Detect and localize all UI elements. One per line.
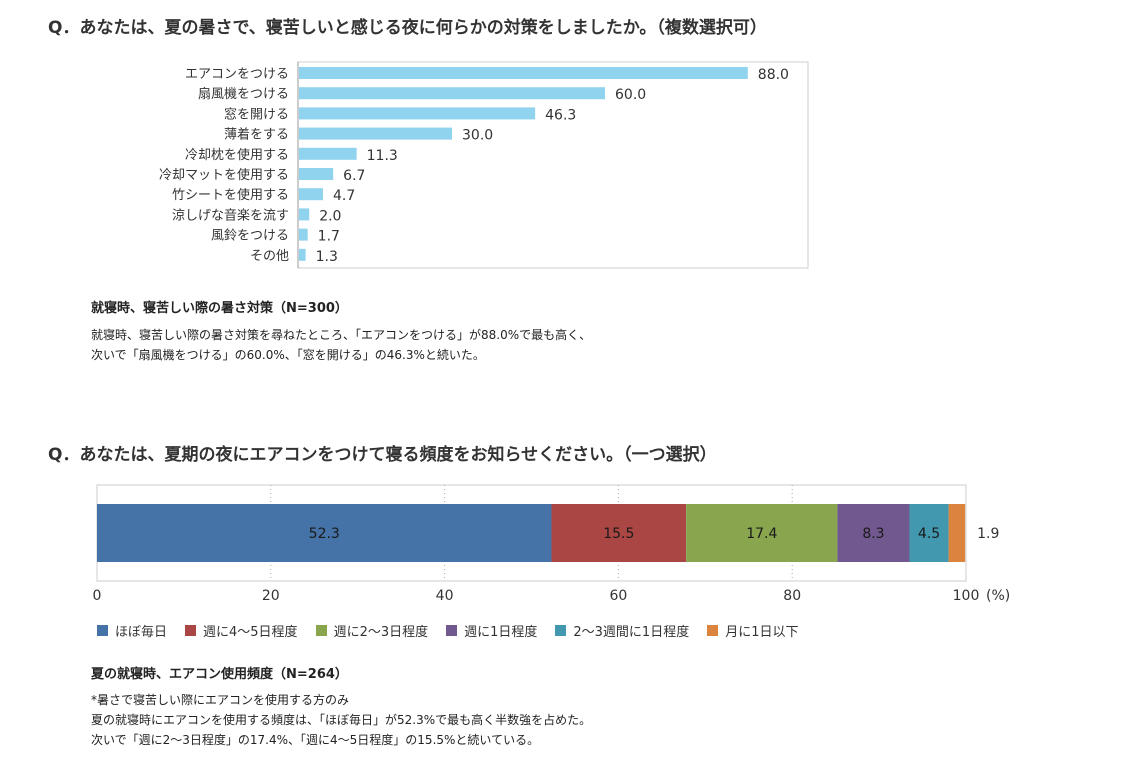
legend-item: 週に4～5日程度 (185, 621, 298, 640)
legend-label: 週に2～3日程度 (333, 625, 429, 640)
chart-1-value-label: 6.7 (343, 168, 365, 184)
legend-item: 週に1日程度 (446, 621, 537, 640)
chart-1-category-label: 竹シートを使用する (172, 187, 289, 203)
chart-1-value-label: 60.0 (615, 87, 646, 103)
chart-2-tick-label: 20 (262, 588, 280, 604)
chart-2-legend: ほぼ毎日 週に4～5日程度 週に2～3日程度 週に1日程度 2～3週間に1日程度 月に1日… (97, 621, 817, 640)
chart-2-segment-label: 4.5 (918, 526, 940, 542)
chart-2-segment (948, 504, 966, 562)
chart-2-segment (551, 504, 687, 562)
chart-2-tick-label: 40 (436, 588, 454, 604)
chart-2-description: *暑さで寝苦しい際にエアコンを使用する方のみ 夏の就寝時にエアコンを使用する頻度… (91, 690, 591, 750)
description-line: 就寝時、寝苦しい際の暑さ対策を尋ねたところ、「エアコンをつける」が88.0%で最… (91, 328, 592, 342)
chart-1-value-label: 2.0 (319, 208, 341, 224)
chart-1-value-label: 30.0 (462, 128, 493, 144)
chart-1-bar (299, 248, 306, 261)
legend-label: 週に1日程度 (464, 625, 538, 640)
description-note: *暑さで寝苦しい際にエアコンを使用する方のみ (91, 693, 350, 707)
chart-1-bar (299, 147, 357, 160)
chart-1-bar (299, 168, 334, 180)
legend-swatch (446, 625, 458, 636)
chart-2-segment (909, 504, 949, 562)
chart-1-bar (299, 87, 605, 100)
chart-2-segment-label: 17.4 (746, 526, 777, 542)
chart-2-segment-label: 52.3 (309, 526, 340, 542)
description-line: 次いで「扇風機をつける」の60.0%、「窓を開ける」の46.3%と続いた。 (91, 348, 485, 362)
chart-1-category-label: 涼しげな音楽を流す (172, 207, 289, 223)
chart-1-category-label: 薄着をする (224, 127, 289, 143)
chart-1-bar (299, 107, 536, 120)
chart-2-axis-unit: (%) (986, 588, 1010, 604)
chart-1-value-label: 1.3 (316, 249, 338, 265)
chart-1-value-label: 88.0 (758, 67, 789, 83)
question-1-title: Q．あなたは、夏の暑さで、寝苦しいと感じる夜に何らかの対策をしましたか。（複数選… (48, 18, 767, 38)
legend-label: ほぼ毎日 (115, 625, 168, 640)
legend-item: 週に2～3日程度 (315, 621, 429, 640)
chart-1-bar (299, 127, 452, 140)
legend-swatch (97, 625, 108, 636)
chart-2-tick-label: 100 (953, 588, 980, 604)
chart-1-description: 就寝時、寝苦しい際の暑さ対策を尋ねたところ、「エアコンをつける」が88.0%で最… (91, 325, 591, 365)
chart-1-category-label: 冷却枕を使用する (185, 147, 289, 163)
chart-1-category-label: 風鈴をつける (211, 229, 289, 244)
legend-item: 月に1日以下 (707, 621, 799, 640)
chart-2-segment (837, 504, 910, 562)
chart-1-value-label: 11.3 (367, 148, 398, 164)
legend-swatch (707, 625, 719, 636)
legend-swatch (315, 625, 327, 636)
legend-label: 月に1日以下 (725, 625, 799, 640)
chart-1-bar (299, 188, 323, 201)
chart-2-tick-label: 0 (93, 588, 102, 604)
legend-swatch (185, 625, 197, 636)
legend-swatch (555, 625, 567, 636)
chart-1-value-label: 4.7 (333, 188, 355, 204)
legend-item: ほぼ毎日 (97, 621, 167, 640)
chart-2-tick-label: 80 (783, 588, 801, 604)
legend-label: 週に4～5日程度 (203, 625, 298, 640)
chart-2-tick-label: 60 (609, 588, 627, 604)
chart-1-value-label: 1.7 (318, 229, 340, 245)
description-line: 夏の就寝時にエアコンを使用する頻度は、「ほぼ毎日」が52.3%で最も高く半数強を… (91, 713, 592, 727)
question-2-title: Q．あなたは、夏期の夜にエアコンをつけて寝る頻度をお知らせください。（一つ選択） (48, 445, 717, 465)
legend-item: 2～3週間に1日程度 (555, 621, 689, 640)
bar-chart-countermeasures: エアコンをつける 88.0 扇風機をつける 60.0 窓を開ける 46.3 薄着をする 30.… (159, 61, 809, 269)
description-line: 次いで「週に2～3日程度」の17.4%、「週に4～5日程度」の15.5%と続いて… (91, 733, 540, 747)
chart-1-bar (299, 228, 308, 241)
chart-1-bar (299, 208, 310, 221)
chart-2-segment (686, 504, 838, 562)
stacked-bar-chart-ac-frequency: 0 20 40 60 80 100 (%) 52.3 15.5 17.4 8.3 4.5 1.9 (93, 484, 1010, 604)
chart-1-caption: 就寝時、寝苦しい際の暑さ対策（N=300） (91, 301, 348, 316)
chart-1-bar (299, 67, 748, 79)
chart-2-caption: 夏の就寝時、エアコン使用頻度（N=264） (91, 667, 348, 682)
chart-2-segment-label: 1.9 (977, 526, 999, 542)
chart-2-segment (97, 504, 552, 562)
chart-2-segment-label: 8.3 (862, 526, 884, 542)
chart-1-value-label: 46.3 (545, 107, 576, 123)
chart-1-category-label: 扇風機をつける (198, 86, 289, 102)
legend-label: 2～3週間に1日程度 (573, 625, 690, 640)
chart-1-category-label: エアコンをつける (185, 67, 289, 82)
chart-2-segment-label: 15.5 (603, 526, 634, 542)
chart-1-category-label: 冷却マットを使用する (159, 167, 289, 183)
chart-1-category-label: 窓を開ける (224, 106, 289, 122)
chart-1-category-label: その他 (250, 249, 289, 264)
